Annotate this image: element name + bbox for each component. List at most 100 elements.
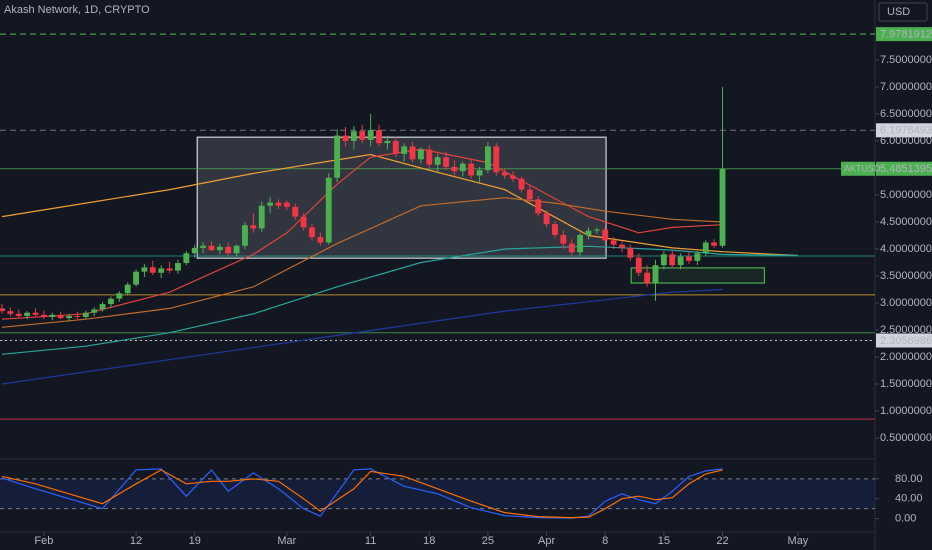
chart-title: Akash Network, 1D, CRYPTO: [4, 4, 150, 16]
x-tick-label: Mar: [277, 535, 296, 547]
candle-body: [719, 168, 726, 246]
candle-body: [434, 157, 441, 165]
candle-body: [82, 312, 89, 318]
candle-body: [309, 227, 315, 238]
price-tag: [876, 161, 932, 176]
candle-body: [476, 170, 483, 176]
y-tick-label: 1.50000000: [880, 378, 932, 390]
currency[interactable]: USD: [887, 6, 910, 18]
candle-body: [24, 312, 31, 316]
candle-body: [401, 146, 408, 154]
x-tick-label: 11: [365, 535, 376, 547]
symbol-tag: [841, 161, 875, 176]
candle-body: [552, 224, 558, 235]
candle-body: [518, 178, 525, 190]
candle-body: [510, 175, 517, 179]
candle-body: [342, 135, 349, 141]
symbol-tag-label: AKTUSD: [844, 164, 881, 174]
candle-body: [275, 202, 282, 206]
oscillator-tick-label: 80.00: [895, 473, 923, 485]
candle-body: [107, 298, 114, 305]
y-tick-label: 6.00000000: [880, 135, 932, 147]
candle-body: [359, 131, 366, 140]
currency-button[interactable]: [878, 2, 928, 22]
candle-body: [644, 272, 651, 284]
x-tick-label: 19: [189, 535, 201, 547]
y-tick-label: 4.50000000: [880, 216, 932, 228]
price-tag-label: 6.19764933: [880, 125, 932, 137]
candle-body: [376, 130, 382, 144]
candle-body: [711, 242, 718, 246]
candle-body: [702, 242, 709, 254]
candle-body: [350, 131, 357, 141]
candle-body: [443, 157, 449, 167]
y-tick-label: 3.00000000: [880, 297, 932, 309]
candle-body: [183, 253, 190, 264]
candle-body: [317, 237, 324, 243]
candle-body: [258, 205, 265, 229]
candle-body: [0, 308, 5, 312]
candle-body: [384, 140, 391, 144]
x-tick-label: May: [788, 535, 809, 547]
candle-body: [660, 254, 667, 266]
y-tick-label: 2.00000000: [880, 351, 932, 363]
candle-body: [242, 225, 248, 246]
candle-body: [635, 257, 642, 273]
oscillator-tick-label: 0.00: [895, 512, 916, 524]
x-tick-label: Feb: [34, 535, 53, 547]
candle-body: [602, 229, 609, 241]
candle-body: [451, 166, 458, 172]
candle-body: [300, 216, 307, 228]
candle-body: [283, 202, 290, 207]
x-tick-label: 8: [602, 535, 608, 547]
candle-body: [158, 268, 165, 273]
y-tick-label: 0.50000000: [880, 432, 932, 444]
y-tick-label: 1.00000000: [880, 405, 932, 417]
candle-body: [459, 163, 466, 172]
candle-body: [149, 267, 156, 273]
candle-body: [535, 199, 542, 214]
oscillator-line: [1, 468, 723, 519]
x-tick-label: 15: [658, 535, 670, 547]
candle-body: [652, 265, 659, 284]
candle-body: [334, 135, 341, 178]
candle-body: [543, 213, 550, 225]
candle-body: [233, 245, 240, 254]
candle-body: [166, 268, 173, 271]
candle-body: [627, 247, 634, 258]
candle-body: [49, 314, 56, 318]
oscillator-tick-label: 40.00: [895, 493, 923, 505]
candle-body: [208, 245, 215, 251]
candle-body: [91, 309, 98, 313]
oscillator-line: [1, 469, 723, 519]
candle-body: [493, 146, 500, 173]
candle-body: [40, 314, 47, 318]
y-tick-label: 5.00000000: [880, 189, 932, 201]
candle-body: [141, 267, 148, 272]
candle-body: [66, 315, 72, 319]
y-tick-label: 6.50000000: [880, 108, 932, 120]
candle-body: [7, 311, 14, 314]
zone-box: [196, 136, 607, 259]
candle-body: [57, 314, 64, 319]
candle-body: [593, 229, 600, 231]
candle-body: [250, 225, 257, 229]
candle-body: [225, 246, 232, 254]
candle-body: [577, 234, 584, 253]
candle-body: [200, 245, 207, 248]
x-tick-label: Apr: [538, 535, 555, 547]
y-tick-label: 7.00000000: [880, 81, 932, 93]
candle-body: [191, 247, 198, 254]
candle-body: [694, 253, 701, 261]
candle-body: [585, 230, 592, 235]
zone-box: [630, 267, 766, 284]
candle-body: [485, 146, 491, 171]
candle-body: [15, 313, 22, 316]
x-tick-label: 12: [130, 535, 142, 547]
candle-body: [216, 246, 223, 251]
candle-body: [133, 271, 139, 285]
price-tag: [876, 27, 932, 42]
price-tag-label: 2.30589867: [880, 335, 932, 347]
y-tick-label: 3.50000000: [880, 270, 932, 282]
